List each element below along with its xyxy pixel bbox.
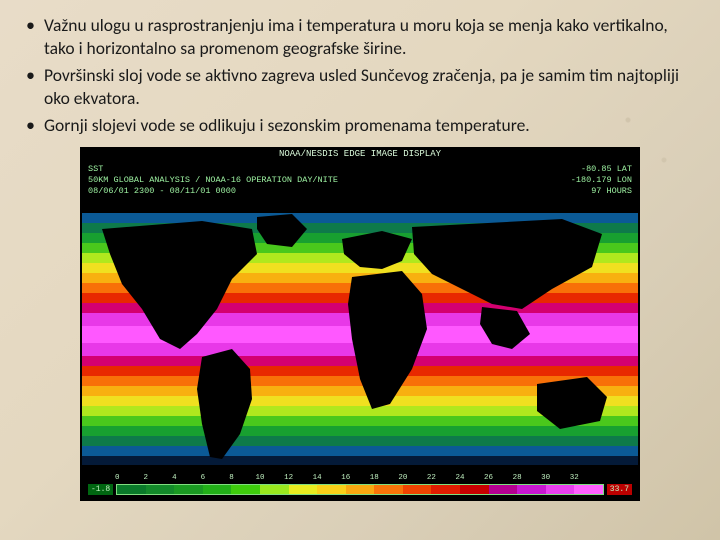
colorbar-min: -1.8 xyxy=(88,484,113,495)
map-title: NOAA/NESDIS EDGE IMAGE DISPLAY xyxy=(82,149,638,161)
sst-map-figure: NOAA/NESDIS EDGE IMAGE DISPLAY SST 50KM … xyxy=(80,147,640,501)
colorbar-gradient: 02468101214161820222426283032 xyxy=(116,484,604,495)
bullet-item: Površinski sloj vode se aktivno zagreva … xyxy=(22,64,698,110)
map-header-right: -80.85 LAT -180.179 LON 97 HOURS xyxy=(571,164,632,196)
map-frame: NOAA/NESDIS EDGE IMAGE DISPLAY SST 50KM … xyxy=(80,147,640,501)
colorbar-max: 33.7 xyxy=(607,484,632,495)
sst-heatmap xyxy=(82,199,638,479)
map-header-left: SST 50KM GLOBAL ANALYSIS / NOAA-16 OPERA… xyxy=(88,164,338,196)
map-header: SST 50KM GLOBAL ANALYSIS / NOAA-16 OPERA… xyxy=(82,161,638,199)
slide-content: Važnu ulogu u rasprostranjenju ima i tem… xyxy=(0,0,720,511)
bullet-item: Gornji slojevi vode se odlikuju i sezons… xyxy=(22,114,698,137)
continent-overlay xyxy=(82,199,638,479)
colorbar: -1.8 02468101214161820222426283032 33.7 xyxy=(82,479,638,499)
bullet-list: Važnu ulogu u rasprostranjenju ima i tem… xyxy=(22,14,698,137)
bullet-item: Važnu ulogu u rasprostranjenju ima i tem… xyxy=(22,14,698,60)
